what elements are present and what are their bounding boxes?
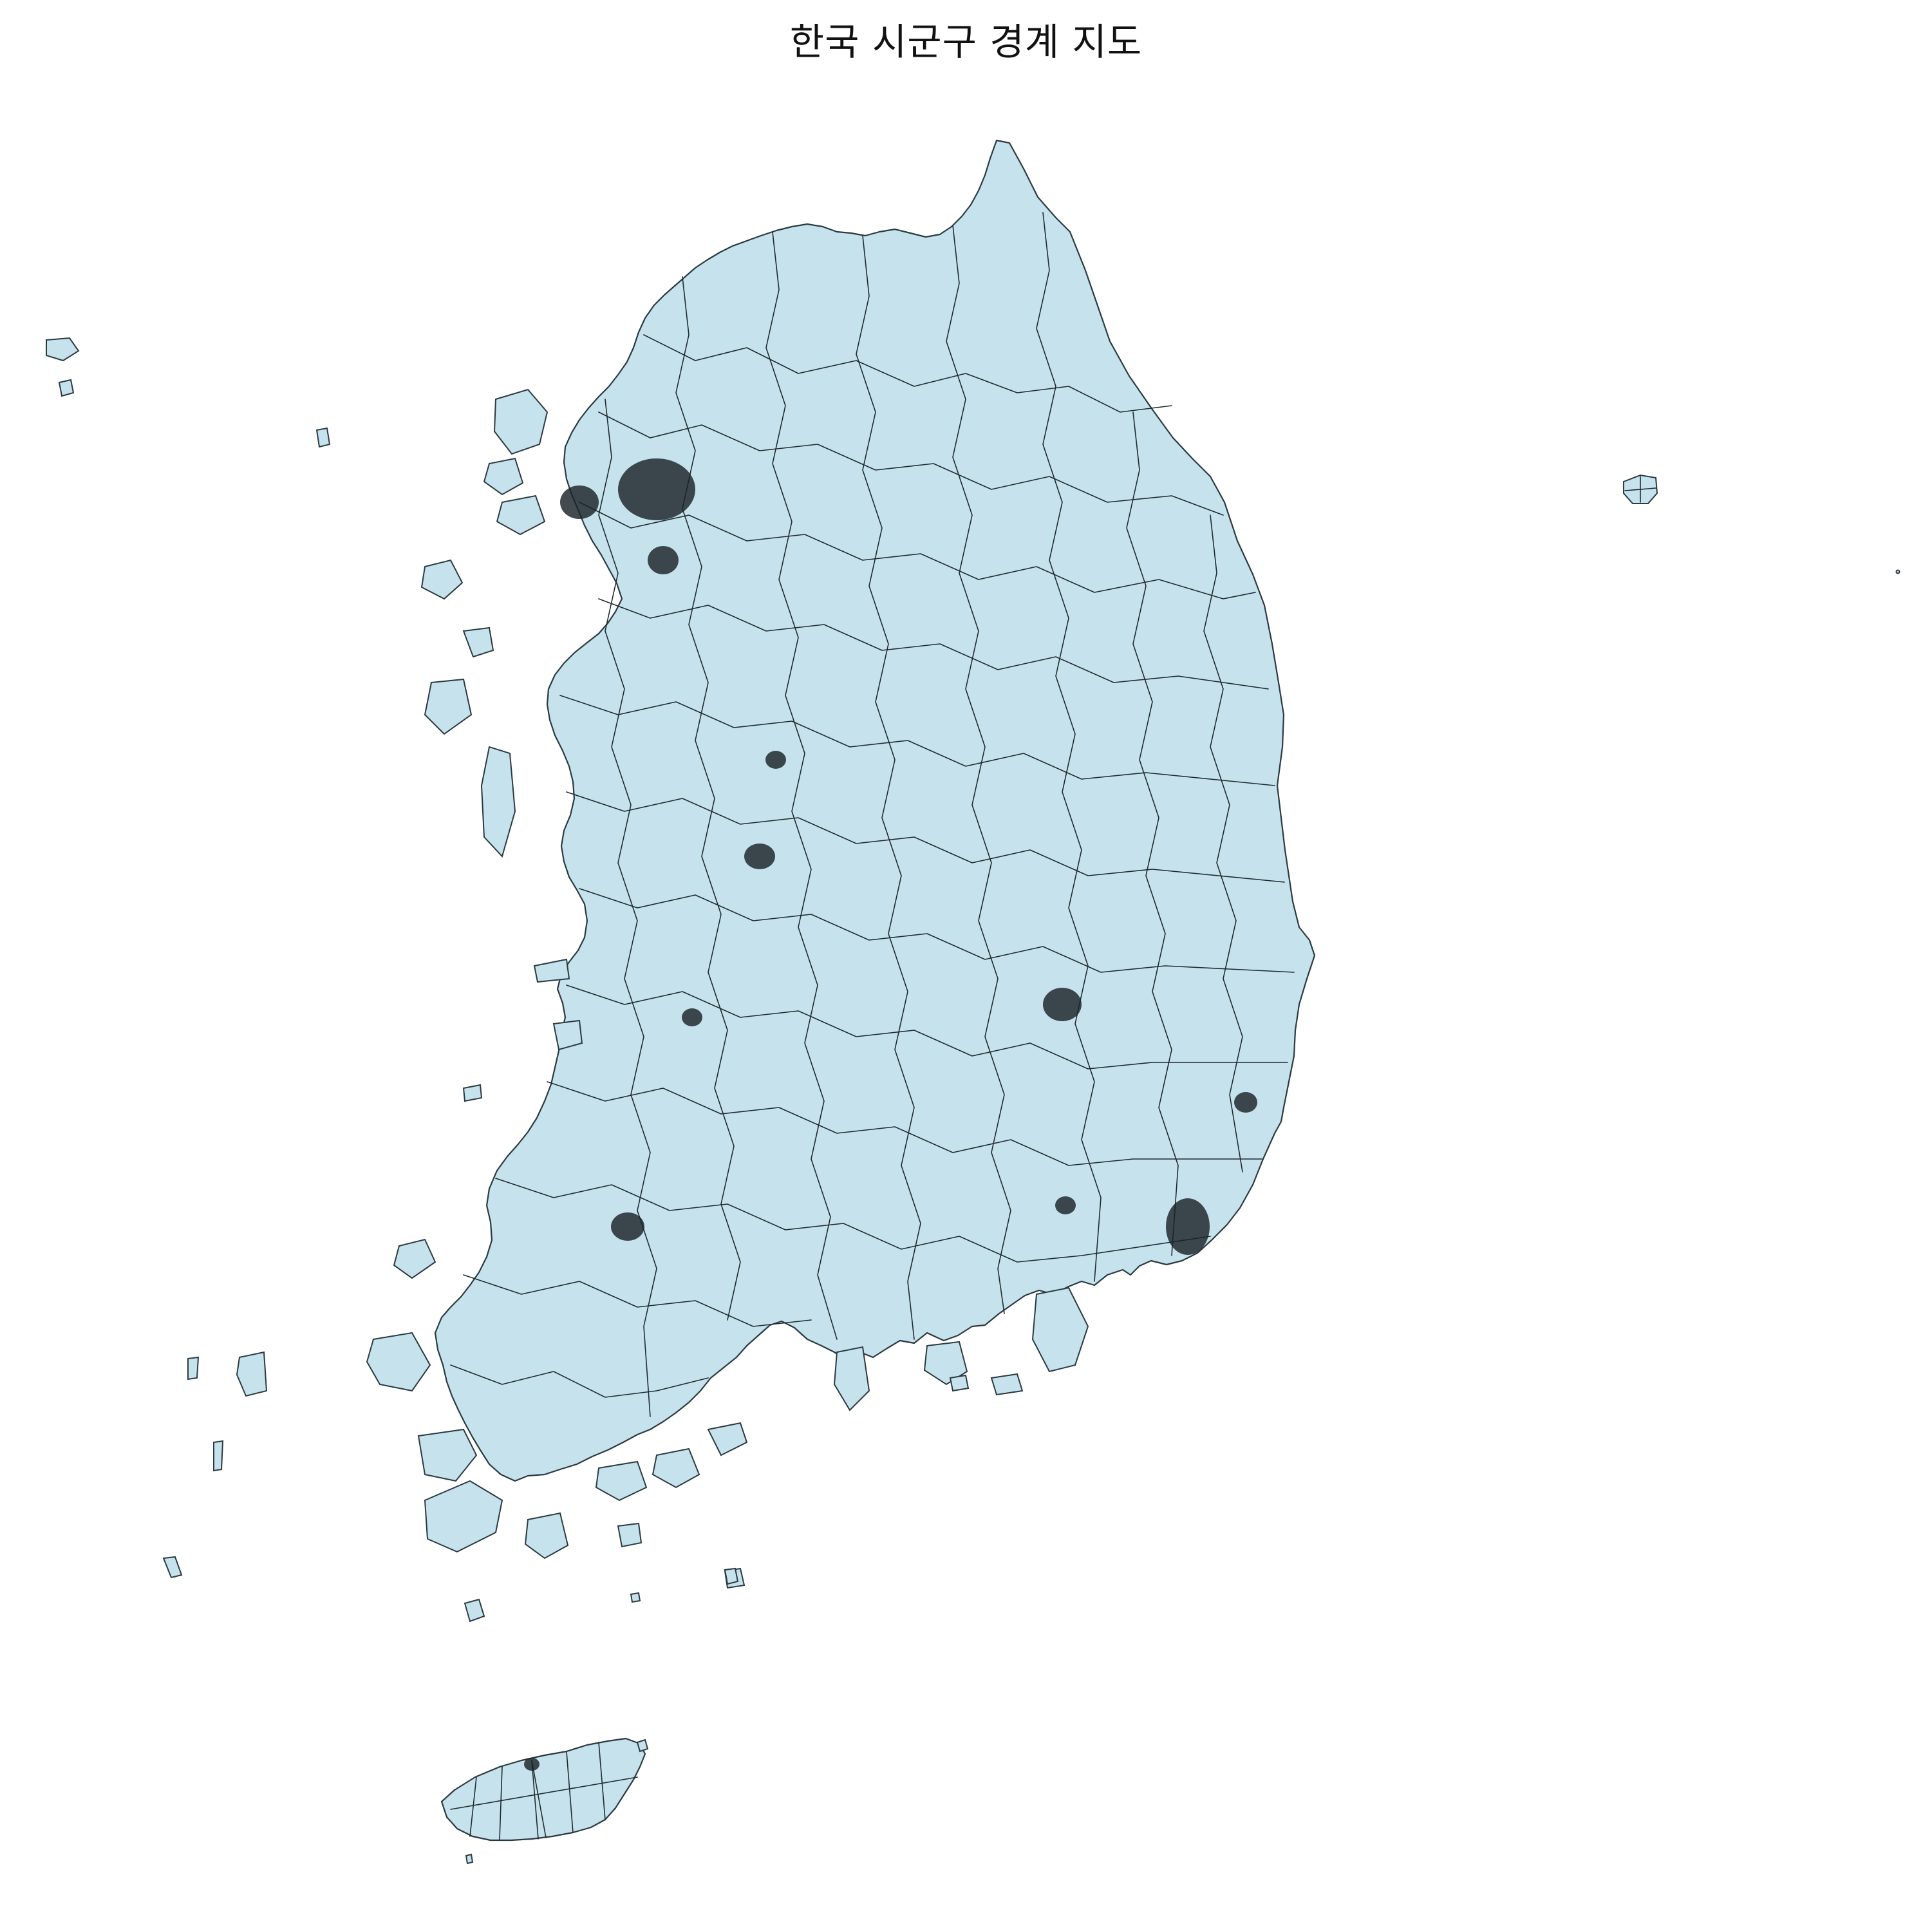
daegu-cluster xyxy=(1043,988,1082,1021)
jeju-island xyxy=(440,1737,649,1865)
mainland xyxy=(434,139,1316,1482)
island xyxy=(462,627,494,658)
island xyxy=(213,1440,224,1472)
jeonju-cluster xyxy=(682,1008,702,1026)
boundary-line xyxy=(946,225,1011,1314)
map-title: 한국 시군구 경계 지도 xyxy=(789,20,1143,64)
island xyxy=(424,678,473,735)
boundary-line xyxy=(598,1742,606,1820)
seoul-metropolitan-cluster xyxy=(618,458,695,520)
boundary-line xyxy=(547,1081,1262,1166)
boundary-line xyxy=(499,1766,503,1841)
boundary-line xyxy=(531,1760,539,1840)
ulleung-island xyxy=(1623,474,1900,574)
jindo-island xyxy=(424,1480,503,1553)
baengnyeong-island xyxy=(46,337,80,362)
island xyxy=(652,1447,700,1489)
boundary-line xyxy=(1036,212,1102,1282)
boundary-line xyxy=(1624,487,1656,491)
island xyxy=(393,1238,436,1279)
dokdo-island xyxy=(1895,569,1900,574)
island xyxy=(595,1460,648,1502)
island xyxy=(552,1019,583,1051)
gageo-island xyxy=(162,1556,183,1579)
island xyxy=(483,457,524,496)
island xyxy=(420,559,464,600)
boundary-line xyxy=(450,1776,638,1810)
west-sea-islands xyxy=(46,337,583,1579)
boundary-line xyxy=(559,695,1275,786)
boundary-line xyxy=(531,1760,547,1838)
mainland-landmass xyxy=(434,139,1316,1482)
boundary-line xyxy=(566,1751,574,1833)
geomun-island xyxy=(724,1567,739,1585)
boundary-line xyxy=(1126,411,1179,1256)
incheon-cluster xyxy=(560,485,599,519)
island xyxy=(417,1428,478,1482)
busan-cluster xyxy=(1166,1198,1210,1255)
boundary-line xyxy=(1203,514,1243,1173)
island xyxy=(949,1374,970,1392)
boundary-line xyxy=(469,1776,477,1837)
boundary-line xyxy=(495,1178,1211,1263)
boundary-line xyxy=(598,598,1269,690)
boundary-line xyxy=(450,1364,709,1398)
island xyxy=(617,1522,642,1548)
island xyxy=(58,379,75,397)
island xyxy=(524,1512,569,1560)
island xyxy=(533,958,570,983)
suwon-cluster xyxy=(648,546,679,574)
marado-island xyxy=(465,1853,474,1865)
island xyxy=(833,1346,870,1411)
south-sea-islands xyxy=(464,1286,1089,1623)
island xyxy=(187,1356,200,1381)
changwon-cluster xyxy=(1055,1196,1076,1214)
island xyxy=(707,1422,748,1456)
boundary-line xyxy=(856,235,921,1340)
island xyxy=(462,1084,483,1102)
boundary-line xyxy=(579,888,1295,973)
island xyxy=(236,1351,268,1397)
chuja-island xyxy=(464,1598,485,1623)
urban-clusters xyxy=(560,458,1257,1255)
boundary-line xyxy=(579,502,1256,599)
island xyxy=(496,495,546,536)
boundary-line xyxy=(643,334,1172,413)
ulsan-cluster xyxy=(1234,1092,1257,1113)
jeju-city-cluster xyxy=(524,1758,539,1771)
boundary-line xyxy=(566,791,1285,883)
daejeon-cluster xyxy=(744,843,775,869)
island xyxy=(315,427,331,448)
boundary-line xyxy=(463,1274,812,1327)
boundary-line xyxy=(765,231,838,1340)
udo-island xyxy=(636,1739,649,1753)
boundary-line xyxy=(566,985,1288,1070)
ganghwa-island xyxy=(493,388,549,455)
island xyxy=(366,1332,431,1392)
geoje-island xyxy=(1031,1286,1089,1373)
boundary-line xyxy=(598,411,1224,516)
boundary-line xyxy=(675,276,741,1321)
gwangju-cluster xyxy=(611,1212,644,1241)
island xyxy=(630,1592,641,1603)
cheongju-cluster xyxy=(765,751,786,769)
island xyxy=(990,1373,1024,1396)
anmyeon-island xyxy=(480,746,516,858)
